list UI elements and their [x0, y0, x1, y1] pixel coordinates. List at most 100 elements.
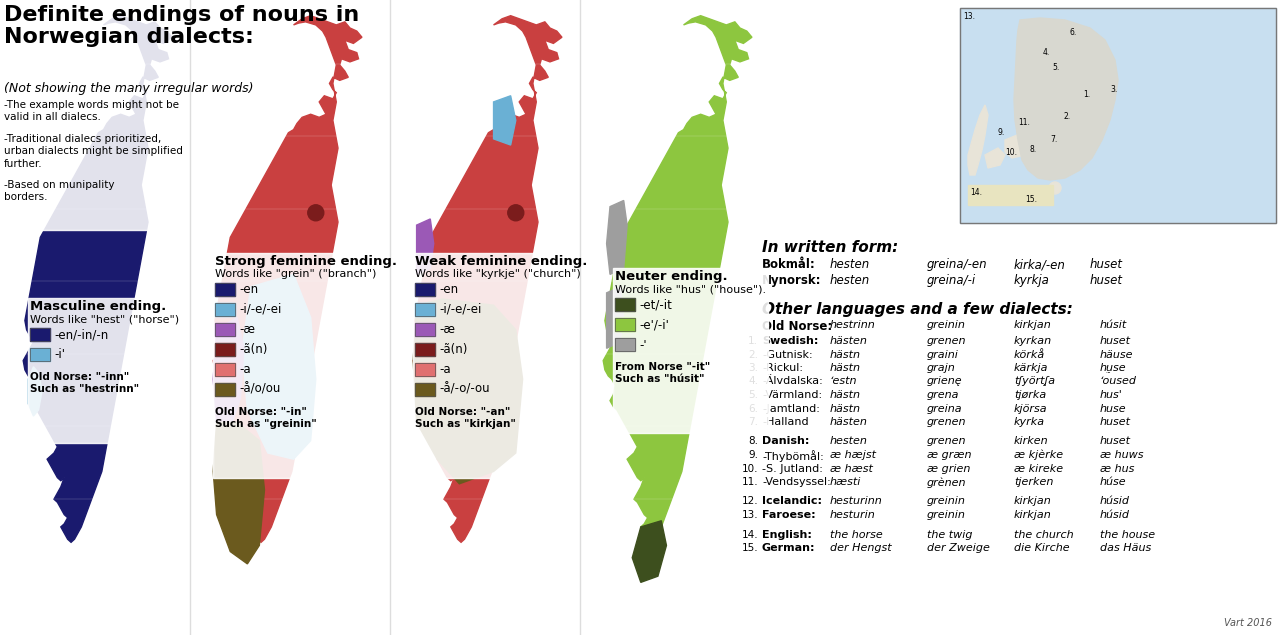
- Text: kyrkja: kyrkja: [1014, 274, 1050, 287]
- Text: 2.: 2.: [1062, 112, 1070, 121]
- Text: hṵse: hṵse: [1100, 363, 1126, 373]
- Bar: [415, 323, 435, 336]
- Text: -e'/-i': -e'/-i': [639, 318, 669, 331]
- Text: 1.: 1.: [748, 336, 758, 346]
- Text: the church: the church: [1014, 530, 1074, 540]
- Text: 13.: 13.: [963, 12, 975, 21]
- Bar: [415, 303, 435, 316]
- Text: ʻestn: ʻestn: [829, 377, 858, 387]
- Text: -en/-in/-n: -en/-in/-n: [54, 328, 109, 341]
- Text: English:: English:: [762, 530, 812, 540]
- Text: huset: huset: [1091, 274, 1123, 287]
- Text: -å/o/ou: -å/o/ou: [239, 383, 280, 396]
- Text: hesten: hesten: [829, 436, 868, 446]
- Bar: [29, 328, 50, 341]
- Circle shape: [1050, 182, 1061, 194]
- Text: æ kjèrke: æ kjèrke: [1014, 450, 1064, 460]
- Text: hus': hus': [1100, 390, 1123, 400]
- Polygon shape: [416, 219, 434, 274]
- Bar: [580, 0, 771, 635]
- Bar: [215, 303, 236, 316]
- Text: kirka/-en: kirka/-en: [1014, 258, 1066, 271]
- Bar: [415, 303, 435, 316]
- Text: From Norse "-it"
Such as "húsit": From Norse "-it" Such as "húsit": [614, 362, 710, 384]
- Text: 6.: 6.: [1070, 28, 1078, 37]
- Text: kärkja: kärkja: [1014, 363, 1048, 373]
- Text: æ hæjst: æ hæjst: [829, 450, 876, 460]
- Text: körkå: körkå: [1014, 349, 1046, 359]
- Text: -Halland: -Halland: [762, 417, 809, 427]
- Text: German:: German:: [762, 543, 815, 553]
- Text: -Based on munipality
borders.: -Based on munipality borders.: [4, 180, 114, 203]
- Text: greinin: greinin: [927, 320, 966, 330]
- Bar: [614, 298, 635, 311]
- Text: 8.: 8.: [1030, 145, 1037, 154]
- Text: -ã(n): -ã(n): [439, 343, 467, 356]
- Polygon shape: [632, 521, 667, 582]
- Text: hästen: hästen: [829, 336, 868, 346]
- Text: hesturinn: hesturinn: [829, 497, 883, 507]
- Text: -i': -i': [54, 348, 65, 361]
- Bar: [415, 283, 435, 296]
- Text: Neuter ending.: Neuter ending.: [614, 270, 727, 283]
- Polygon shape: [28, 367, 42, 416]
- Polygon shape: [1014, 18, 1117, 180]
- Polygon shape: [242, 274, 316, 459]
- Text: -S. Jutland:: -S. Jutland:: [762, 464, 823, 474]
- Polygon shape: [607, 287, 623, 348]
- Text: 10.: 10.: [1005, 148, 1018, 157]
- Text: greina: greina: [927, 403, 963, 413]
- Bar: [415, 343, 435, 356]
- Text: huse: huse: [1100, 403, 1126, 413]
- Text: -Traditional dialecs prioritized,
urban dialects might be simplified
further.: -Traditional dialecs prioritized, urban …: [4, 134, 183, 169]
- Text: -i/-e/-ei: -i/-e/-ei: [439, 303, 481, 316]
- Text: Nynorsk:: Nynorsk:: [762, 274, 822, 287]
- Text: Words like "hus" ("house").: Words like "hus" ("house").: [614, 284, 767, 294]
- Text: greinin: greinin: [927, 510, 966, 520]
- Text: -Gutnisk:: -Gutnisk:: [762, 349, 813, 359]
- Text: grenen: grenen: [927, 336, 966, 346]
- Text: hesturin: hesturin: [829, 510, 876, 520]
- Bar: [415, 363, 435, 376]
- Text: Vart 2016: Vart 2016: [1224, 618, 1272, 628]
- Text: Old Norse:: Old Norse:: [762, 320, 832, 333]
- Text: Definite endings of nouns in
Norwegian dialects:: Definite endings of nouns in Norwegian d…: [4, 5, 360, 46]
- Text: 9.: 9.: [998, 128, 1005, 137]
- Text: 5.: 5.: [748, 390, 758, 400]
- Text: húsit: húsit: [1100, 320, 1128, 330]
- Text: greinin: greinin: [927, 497, 966, 507]
- Text: Other languages and a few dialects:: Other languages and a few dialects:: [762, 302, 1073, 317]
- Bar: [0, 0, 189, 635]
- Text: -et/-it: -et/-it: [639, 298, 672, 311]
- Text: -Vendsyssel:: -Vendsyssel:: [762, 477, 831, 487]
- Text: húsid: húsid: [1100, 510, 1130, 520]
- Text: Words like "kyrkje" ("church"): Words like "kyrkje" ("church"): [415, 269, 581, 279]
- Polygon shape: [968, 105, 988, 175]
- Circle shape: [307, 205, 324, 221]
- Text: hästn: hästn: [829, 403, 861, 413]
- Bar: [415, 283, 435, 296]
- Text: häuse: häuse: [1100, 349, 1134, 359]
- Bar: [755, 0, 1280, 635]
- Text: -æ: -æ: [239, 323, 255, 336]
- Text: -Rickul:: -Rickul:: [762, 363, 803, 373]
- Text: hästn: hästn: [829, 349, 861, 359]
- Text: -Värmland:: -Värmland:: [762, 390, 822, 400]
- Bar: [614, 318, 635, 331]
- Text: ʻoused: ʻoused: [1100, 377, 1137, 387]
- Text: Weak feminine ending.: Weak feminine ending.: [415, 255, 588, 268]
- Text: grenen: grenen: [927, 436, 966, 446]
- Bar: [415, 363, 435, 376]
- Text: kirkjan: kirkjan: [1014, 320, 1052, 330]
- Bar: [215, 323, 236, 336]
- Text: 12.: 12.: [741, 497, 758, 507]
- Text: kirkjan: kirkjan: [1014, 497, 1052, 507]
- Text: 8.: 8.: [748, 436, 758, 446]
- Bar: [614, 338, 635, 351]
- Bar: [960, 8, 1276, 223]
- Text: kyrkan: kyrkan: [1014, 336, 1052, 346]
- Bar: [28, 298, 183, 443]
- Bar: [215, 343, 236, 356]
- Bar: [215, 383, 236, 396]
- Text: -Jamtland:: -Jamtland:: [762, 403, 820, 413]
